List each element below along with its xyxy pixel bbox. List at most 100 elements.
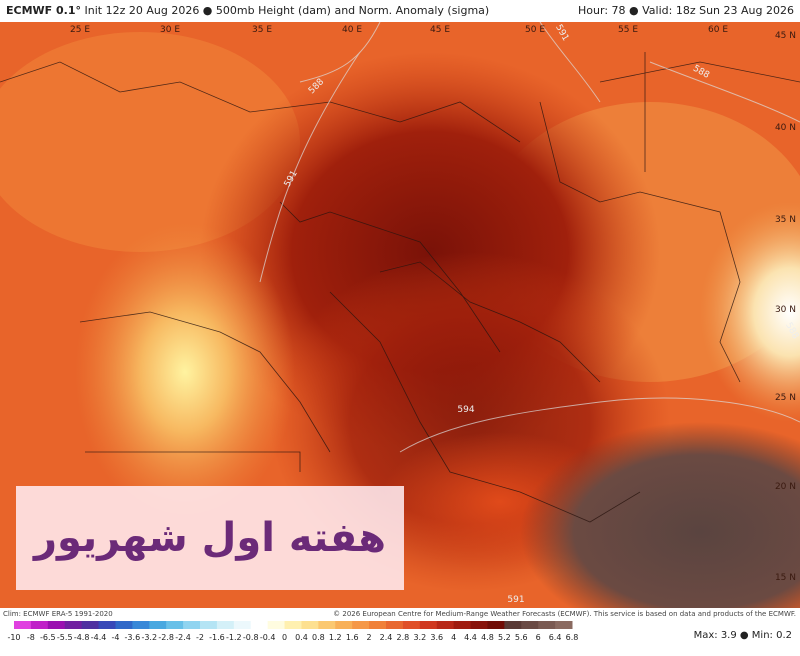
header: ECMWF 0.1° Init 12z 20 Aug 2026 ● 500mb … (0, 0, 800, 22)
colorbar-label: 2.8 (397, 633, 410, 642)
header-left: ECMWF 0.1° Init 12z 20 Aug 2026 ● 500mb … (6, 0, 489, 22)
colorbar-label: -4 (111, 633, 119, 642)
colorbar-label: -4.4 (91, 633, 107, 642)
colorbar-label: 6.4 (549, 633, 562, 642)
colorbar-swatch (538, 621, 556, 629)
colorbar-swatch (419, 621, 438, 629)
colorbar-swatch (487, 621, 505, 629)
longitude-label: 45 E (430, 25, 450, 35)
colorbar-label: 4.8 (481, 633, 494, 642)
colorbar-swatch (521, 621, 539, 629)
colorbar-label: 4.4 (464, 633, 477, 642)
colorbar-swatch (453, 621, 472, 629)
colorbar-label: -3.2 (141, 633, 157, 642)
colorbar-swatch (216, 621, 235, 629)
colorbar-swatch (284, 621, 302, 629)
footer: Clim: ECMWF ERA-5 1991-2020 © 2026 Europ… (0, 608, 800, 620)
colorbar-swatch (233, 621, 252, 629)
colorbar-label: -0.8 (243, 633, 259, 642)
colorbar-label: -3.6 (125, 633, 141, 642)
latitude-label: 30 N (775, 305, 796, 315)
overlay-caption: هفته اول شهریور (16, 486, 404, 590)
colorbar-swatch (47, 621, 66, 629)
latitude-label: 40 N (775, 123, 796, 133)
latitude-label: 35 N (775, 215, 796, 225)
colorbar-label: 2 (367, 633, 372, 642)
colorbar-label: 0 (282, 633, 287, 642)
colorbar-swatch (166, 621, 184, 629)
colorbar-label: 2.4 (380, 633, 393, 642)
latitude-label: 45 N (775, 31, 796, 41)
colorbar-swatch (318, 621, 336, 629)
contour-label: 591 (507, 595, 524, 605)
colorbar-swatch (504, 621, 522, 629)
colorbar-label: -2.4 (175, 633, 191, 642)
colorbar-label: -1.2 (226, 633, 242, 642)
latitude-label: 20 N (775, 482, 796, 492)
colorbar-label: -0.4 (260, 633, 276, 642)
colorbar: -10 -8 -6.5 -5.5 -4.8 -4.4 -4 -3.6 -3.2 -2.8 -2.4-… (7, 621, 579, 642)
colorbar-swatch (200, 621, 218, 629)
colorbar-label: -2 (196, 633, 204, 642)
colorbar-label: 1.6 (346, 633, 359, 642)
longitude-label: 35 E (252, 25, 272, 35)
colorbar-swatch (183, 621, 201, 629)
colorbar-label: 6.8 (566, 633, 579, 642)
colorbar-label: -8 (27, 633, 35, 642)
colorbar-swatch (402, 621, 421, 629)
colorbar-label: -1.6 (209, 633, 225, 642)
colorbar-label: -10 (7, 633, 20, 642)
colorbar-swatch (352, 621, 370, 629)
colorbar-label: -4.8 (74, 633, 90, 642)
description: Init 12z 20 Aug 2026 ● 500mb Height (dam… (84, 4, 490, 17)
colorbar-swatch (301, 621, 319, 629)
longitude-label: 55 E (618, 25, 638, 35)
longitude-label: 50 E (525, 25, 545, 35)
colorbar-label: 5.2 (498, 633, 511, 642)
contour-lines (259, 22, 800, 453)
colorbar-swatch (132, 621, 150, 629)
colorbar-label: 6 (536, 633, 541, 642)
colorbar-swatch (250, 621, 269, 629)
longitude-label: 40 E (342, 25, 362, 35)
extremes: Max: 3.9 ● Min: 0.2 (693, 630, 792, 641)
colorbar-swatch (470, 621, 488, 629)
colorbar-swatch (14, 621, 32, 629)
colorbar-swatch (98, 621, 116, 629)
contour-label: 594 (457, 405, 474, 415)
colorbar-label: 1.2 (329, 633, 342, 642)
colorbar-swatch (115, 621, 133, 629)
colorbar-label: -2.8 (158, 633, 174, 642)
copyright: © 2026 European Centre for Medium-Range … (333, 610, 796, 618)
graticule-labels: 25 E 30 E 35 E 40 E 45 E 50 E 55 E 60 E 45 N 40 N… (70, 25, 796, 583)
colorbar-label: -6.5 (40, 633, 56, 642)
colorbar-swatch (30, 621, 49, 629)
colorbar-swatch (386, 621, 404, 629)
latitude-label: 25 N (775, 393, 796, 403)
colorbar-swatch (81, 621, 100, 629)
colorbar-label: 4 (451, 633, 456, 642)
latitude-label: 15 N (775, 573, 796, 583)
colorbar-swatch (335, 621, 353, 629)
colorbar-swatch (369, 621, 387, 629)
climatology: Clim: ECMWF ERA-5 1991-2020 (3, 610, 113, 618)
map: 25 E 30 E 35 E 40 E 45 E 50 E 55 E 60 E 45 N 40 N… (0, 22, 800, 608)
colorbar-label: 3.6 (430, 633, 443, 642)
colorbar-label: 0.4 (295, 633, 308, 642)
colorbar-swatch (267, 621, 286, 629)
colorbar-label: -5.5 (57, 633, 73, 642)
colorbar-label: 0.8 (312, 633, 325, 642)
longitude-label: 25 E (70, 25, 90, 35)
colorbar-swatch (555, 621, 573, 629)
colorbar-swatch (149, 621, 167, 629)
colorbar-swatch (64, 621, 83, 629)
model: ECMWF 0.1° (6, 4, 81, 17)
colorbar-label: 5.6 (515, 633, 528, 642)
colorbar-label: 3.2 (413, 633, 426, 642)
borders (0, 52, 800, 523)
longitude-label: 30 E (160, 25, 180, 35)
valid-time: Hour: 78 ● Valid: 18z Sun 23 Aug 2026 (578, 4, 794, 17)
longitude-label: 60 E (708, 25, 728, 35)
colorbar-swatch (436, 621, 455, 629)
